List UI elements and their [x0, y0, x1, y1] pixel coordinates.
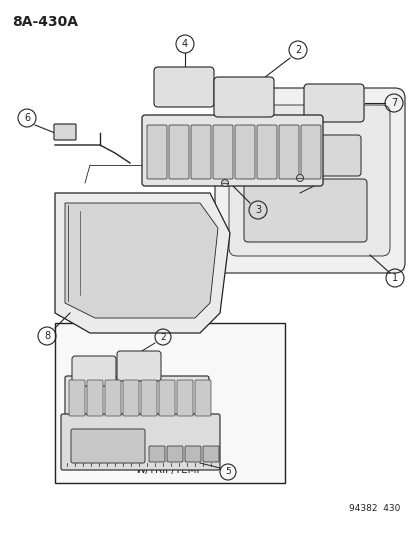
FancyBboxPatch shape — [214, 88, 404, 273]
FancyBboxPatch shape — [54, 124, 76, 140]
Text: 8: 8 — [44, 331, 50, 341]
Text: 5: 5 — [225, 467, 230, 477]
FancyBboxPatch shape — [300, 125, 320, 179]
Text: 6: 6 — [24, 113, 30, 123]
FancyBboxPatch shape — [87, 380, 103, 416]
FancyBboxPatch shape — [306, 135, 360, 176]
FancyBboxPatch shape — [177, 380, 192, 416]
FancyBboxPatch shape — [117, 351, 161, 381]
FancyBboxPatch shape — [303, 84, 363, 122]
FancyBboxPatch shape — [123, 380, 139, 416]
FancyBboxPatch shape — [252, 135, 305, 176]
FancyBboxPatch shape — [72, 356, 116, 386]
Text: 7: 7 — [390, 98, 396, 108]
FancyBboxPatch shape — [214, 77, 273, 117]
FancyBboxPatch shape — [105, 380, 121, 416]
FancyBboxPatch shape — [166, 446, 183, 462]
FancyBboxPatch shape — [278, 125, 298, 179]
FancyBboxPatch shape — [61, 414, 219, 470]
Polygon shape — [65, 203, 218, 318]
FancyBboxPatch shape — [147, 125, 166, 179]
FancyBboxPatch shape — [185, 446, 201, 462]
FancyBboxPatch shape — [169, 125, 189, 179]
FancyBboxPatch shape — [256, 125, 276, 179]
Bar — [55, 323, 284, 483]
Text: 4: 4 — [181, 39, 188, 49]
FancyBboxPatch shape — [190, 125, 211, 179]
FancyBboxPatch shape — [71, 429, 145, 463]
FancyBboxPatch shape — [142, 115, 322, 186]
FancyBboxPatch shape — [202, 446, 218, 462]
Text: 2: 2 — [160, 333, 166, 342]
FancyBboxPatch shape — [243, 179, 366, 242]
FancyBboxPatch shape — [228, 105, 389, 256]
Polygon shape — [55, 193, 230, 333]
FancyBboxPatch shape — [154, 67, 214, 107]
FancyBboxPatch shape — [159, 380, 175, 416]
FancyBboxPatch shape — [149, 446, 165, 462]
FancyBboxPatch shape — [141, 380, 157, 416]
FancyBboxPatch shape — [69, 380, 85, 416]
Text: 3: 3 — [254, 205, 261, 215]
FancyBboxPatch shape — [65, 376, 209, 420]
Text: 1: 1 — [391, 273, 397, 283]
FancyBboxPatch shape — [212, 125, 233, 179]
FancyBboxPatch shape — [235, 125, 254, 179]
Text: 94382  430: 94382 430 — [348, 504, 399, 513]
Text: 8A-430A: 8A-430A — [12, 15, 78, 29]
Text: 2: 2 — [294, 45, 300, 55]
FancyBboxPatch shape — [195, 380, 211, 416]
Text: W/TRIP/TEMP: W/TRIP/TEMP — [136, 465, 203, 475]
Circle shape — [296, 174, 303, 182]
Circle shape — [221, 180, 228, 187]
